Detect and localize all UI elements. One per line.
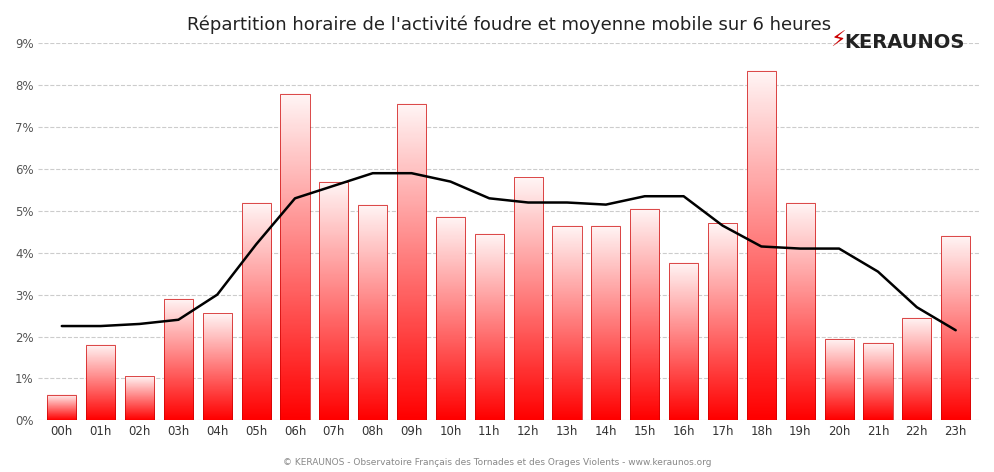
Text: KERAUNOS: KERAUNOS bbox=[844, 33, 964, 52]
Bar bbox=[203, 313, 232, 420]
Text: ⚡: ⚡ bbox=[830, 31, 846, 51]
Bar bbox=[514, 177, 543, 420]
Bar bbox=[903, 318, 931, 420]
Title: Répartition horaire de l'activité foudre et moyenne mobile sur 6 heures: Répartition horaire de l'activité foudre… bbox=[187, 15, 831, 34]
Bar bbox=[475, 234, 504, 420]
Bar bbox=[669, 263, 698, 420]
Bar bbox=[553, 226, 581, 420]
Bar bbox=[125, 376, 154, 420]
Bar bbox=[591, 226, 620, 420]
Bar bbox=[824, 338, 854, 420]
Bar bbox=[164, 299, 193, 420]
Bar bbox=[86, 345, 115, 420]
Bar bbox=[48, 395, 77, 420]
Bar bbox=[630, 209, 659, 420]
Bar bbox=[785, 202, 815, 420]
Bar bbox=[280, 93, 309, 420]
Bar bbox=[746, 71, 776, 420]
Bar bbox=[397, 104, 426, 420]
Bar bbox=[319, 182, 349, 420]
Bar bbox=[708, 223, 738, 420]
Bar bbox=[941, 236, 970, 420]
Bar bbox=[242, 202, 270, 420]
Bar bbox=[358, 204, 388, 420]
Bar bbox=[864, 343, 893, 420]
Text: © KERAUNOS - Observatoire Français des Tornades et des Orages Violents - www.ker: © KERAUNOS - Observatoire Français des T… bbox=[282, 458, 712, 467]
Bar bbox=[436, 217, 465, 420]
